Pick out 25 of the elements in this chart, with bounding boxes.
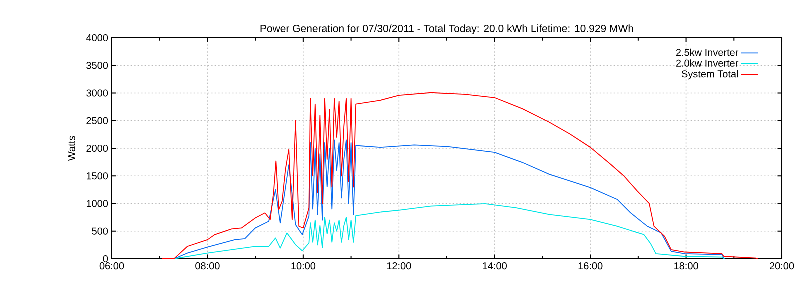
x-tick-label: 06:00 <box>100 262 124 270</box>
y-tick-label: 3500 <box>86 62 108 70</box>
x-tick-label: 18:00 <box>674 262 698 270</box>
y-tick-label: 500 <box>92 228 108 235</box>
line-series <box>174 203 726 259</box>
legend-label: 2.5kw Inverter <box>676 48 739 56</box>
line-series <box>162 92 759 259</box>
y-tick-label: 3000 <box>86 90 108 97</box>
x-tick-label: 10:00 <box>292 262 316 270</box>
x-tick-label: 08:00 <box>196 262 220 270</box>
y-tick-label: 1500 <box>86 172 108 180</box>
legend-label: 2.0kw Inverter <box>676 60 739 67</box>
legend-label: System Total <box>682 70 738 80</box>
line-series <box>174 140 726 259</box>
y-tick-label: 0 <box>103 255 108 263</box>
x-tick-label: 14:00 <box>483 262 507 270</box>
x-tick-label: 16:00 <box>578 262 603 270</box>
x-tick-label: 20:00 <box>770 262 794 270</box>
y-axis-title: Watts <box>68 136 76 162</box>
x-tick-label: 12:00 <box>387 262 412 270</box>
y-tick-label: 2500 <box>86 117 108 124</box>
y-tick-label: 4000 <box>86 34 108 42</box>
y-tick-label: 1000 <box>86 200 108 208</box>
y-tick-label: 2000 <box>86 144 108 152</box>
chart-title: Power Generation for 07/30/2011 - Total Today: 20.0 kWh Lifetime: 10.929 MWh <box>260 24 634 34</box>
